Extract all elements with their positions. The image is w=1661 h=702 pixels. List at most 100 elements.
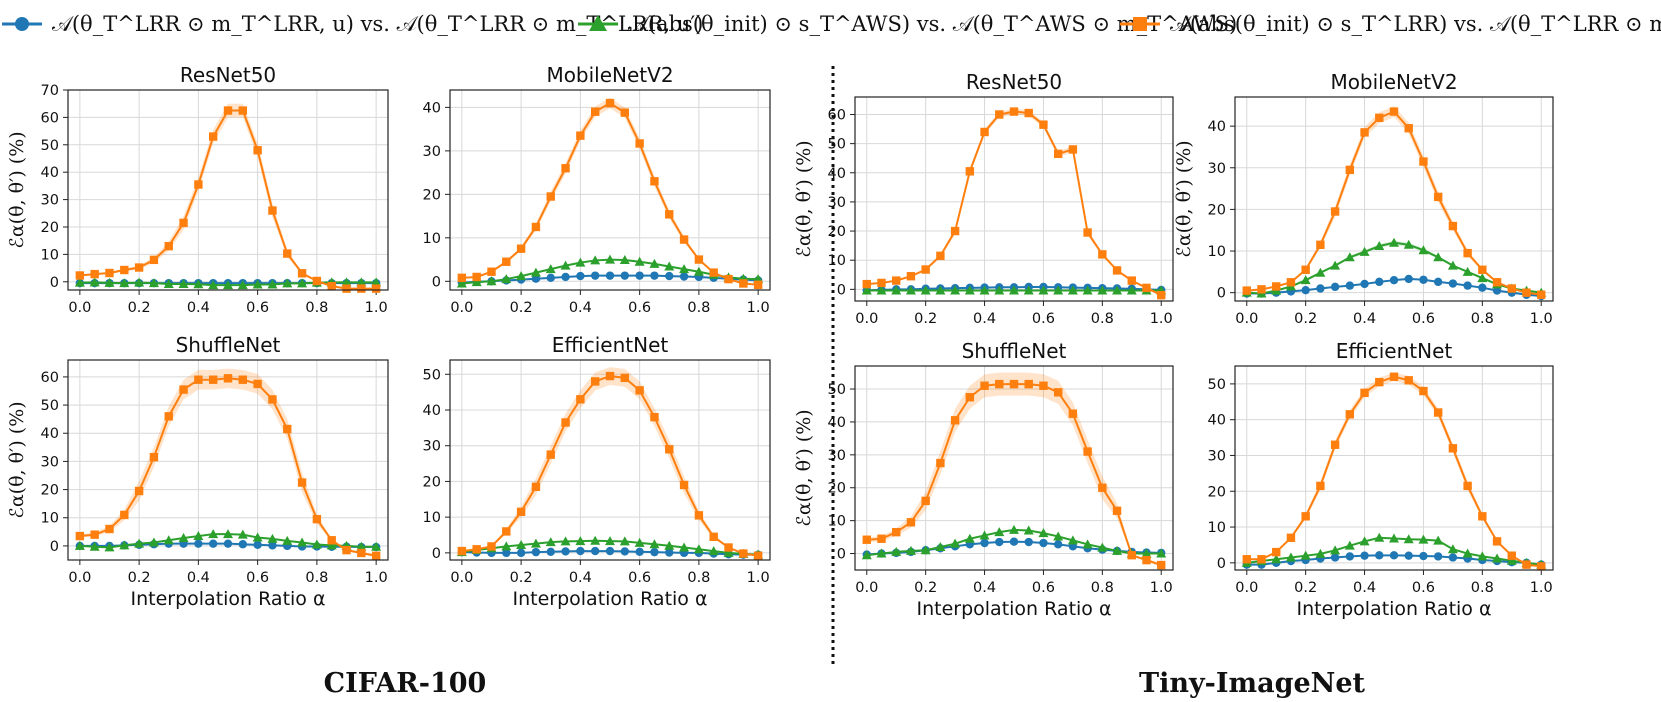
point (576, 271, 585, 281)
x-tick-label: 0.0 (855, 311, 878, 327)
point (194, 375, 203, 384)
point (576, 546, 585, 556)
x-tick-label: 0.4 (1353, 311, 1376, 327)
panels: 0.0 0.2 0.4 0.6 0.8 1.0 0 10 20 30 40 50 60 70 ResNet5… (6, 63, 1554, 620)
point (1023, 525, 1034, 535)
point (75, 531, 85, 541)
y-tick-label: 10 (41, 247, 59, 263)
y-tick-label: 30 (423, 144, 441, 160)
y-tick-label: 40 (423, 100, 441, 116)
point (1009, 524, 1019, 534)
axes-frame (854, 365, 1174, 571)
x-tick-label: 0.4 (187, 300, 210, 316)
y-tick-label: 30 (41, 454, 59, 470)
point (1419, 157, 1428, 166)
point (921, 496, 930, 506)
point (1039, 381, 1048, 390)
point (501, 274, 512, 284)
point (502, 527, 511, 536)
point (253, 540, 262, 549)
point (472, 545, 481, 554)
point (994, 285, 1005, 295)
dataset-label-left: CIFAR-100 (324, 668, 487, 699)
point (1009, 285, 1019, 295)
y-tick-label: 20 (828, 481, 846, 497)
point (89, 277, 100, 287)
panel-1: 0.0 0.2 0.4 0.6 0.8 1.0 0 10 20 30 40 MobileNetV2 (423, 63, 771, 316)
panel-title: ResNet50 (966, 70, 1062, 94)
y-tick-label: 10 (41, 511, 59, 527)
point (1301, 512, 1310, 521)
point (980, 127, 989, 137)
x-tick-label: 0.2 (1294, 311, 1317, 327)
point (1112, 545, 1123, 555)
point (1375, 277, 1384, 287)
point (531, 222, 541, 232)
point (75, 271, 85, 280)
point (163, 278, 174, 288)
point (1404, 376, 1413, 385)
panel-4: 0.0 0.2 0.4 0.6 0.8 1.0 0 10 20 30 40 50 60 ResNet50 ℰ… (793, 70, 1174, 327)
point (516, 548, 526, 558)
x-axis-label: Interpolation Ratio α (131, 588, 326, 610)
point (1330, 282, 1340, 292)
point (709, 532, 718, 541)
point (1477, 551, 1488, 561)
point (297, 269, 307, 278)
point (892, 527, 901, 537)
point (1418, 534, 1429, 544)
point (119, 540, 130, 550)
point (1463, 281, 1472, 290)
x-tick-label: 0.4 (569, 570, 592, 586)
series-green (861, 285, 1167, 295)
point (590, 546, 600, 556)
point (164, 412, 173, 421)
axes-frame (449, 359, 771, 561)
point (1389, 107, 1399, 116)
point (531, 482, 541, 491)
point (1127, 550, 1136, 560)
point (237, 529, 248, 539)
point (560, 260, 571, 270)
point (312, 276, 322, 286)
point (605, 371, 615, 381)
x-axis-label: Interpolation Ratio α (917, 598, 1112, 620)
y-axis-label: ℰα(θ, θ′) (%) (1173, 140, 1195, 257)
point (1126, 285, 1137, 295)
point (371, 541, 382, 551)
point (546, 547, 555, 556)
point (590, 255, 601, 265)
legend-marker-orange (1133, 17, 1147, 31)
x-tick-label: 0.4 (1353, 580, 1376, 596)
point (979, 530, 990, 540)
point (650, 412, 659, 422)
point (1537, 290, 1546, 299)
point (950, 226, 960, 236)
point (876, 548, 887, 558)
point (679, 264, 690, 274)
point (119, 278, 130, 288)
x-tick-label: 0.6 (246, 570, 269, 586)
point (1389, 237, 1399, 247)
point (1462, 266, 1473, 276)
y-tick-label: 60 (41, 370, 59, 386)
point (620, 547, 630, 556)
point (620, 271, 630, 280)
point (590, 377, 600, 386)
point (905, 285, 916, 295)
point (709, 268, 718, 277)
point (1053, 285, 1064, 295)
point (1009, 107, 1019, 116)
point (311, 539, 322, 549)
axes-frame (449, 89, 771, 291)
point (178, 278, 189, 288)
point (921, 265, 930, 274)
x-tick-label: 0.6 (1032, 311, 1055, 327)
point (877, 534, 886, 543)
x-tick-label: 0.8 (1471, 311, 1494, 327)
point (693, 544, 704, 554)
y-tick-label: 40 (828, 415, 846, 431)
point (1433, 552, 1443, 561)
x-tick-label: 0.8 (1091, 311, 1114, 327)
point (964, 533, 975, 543)
